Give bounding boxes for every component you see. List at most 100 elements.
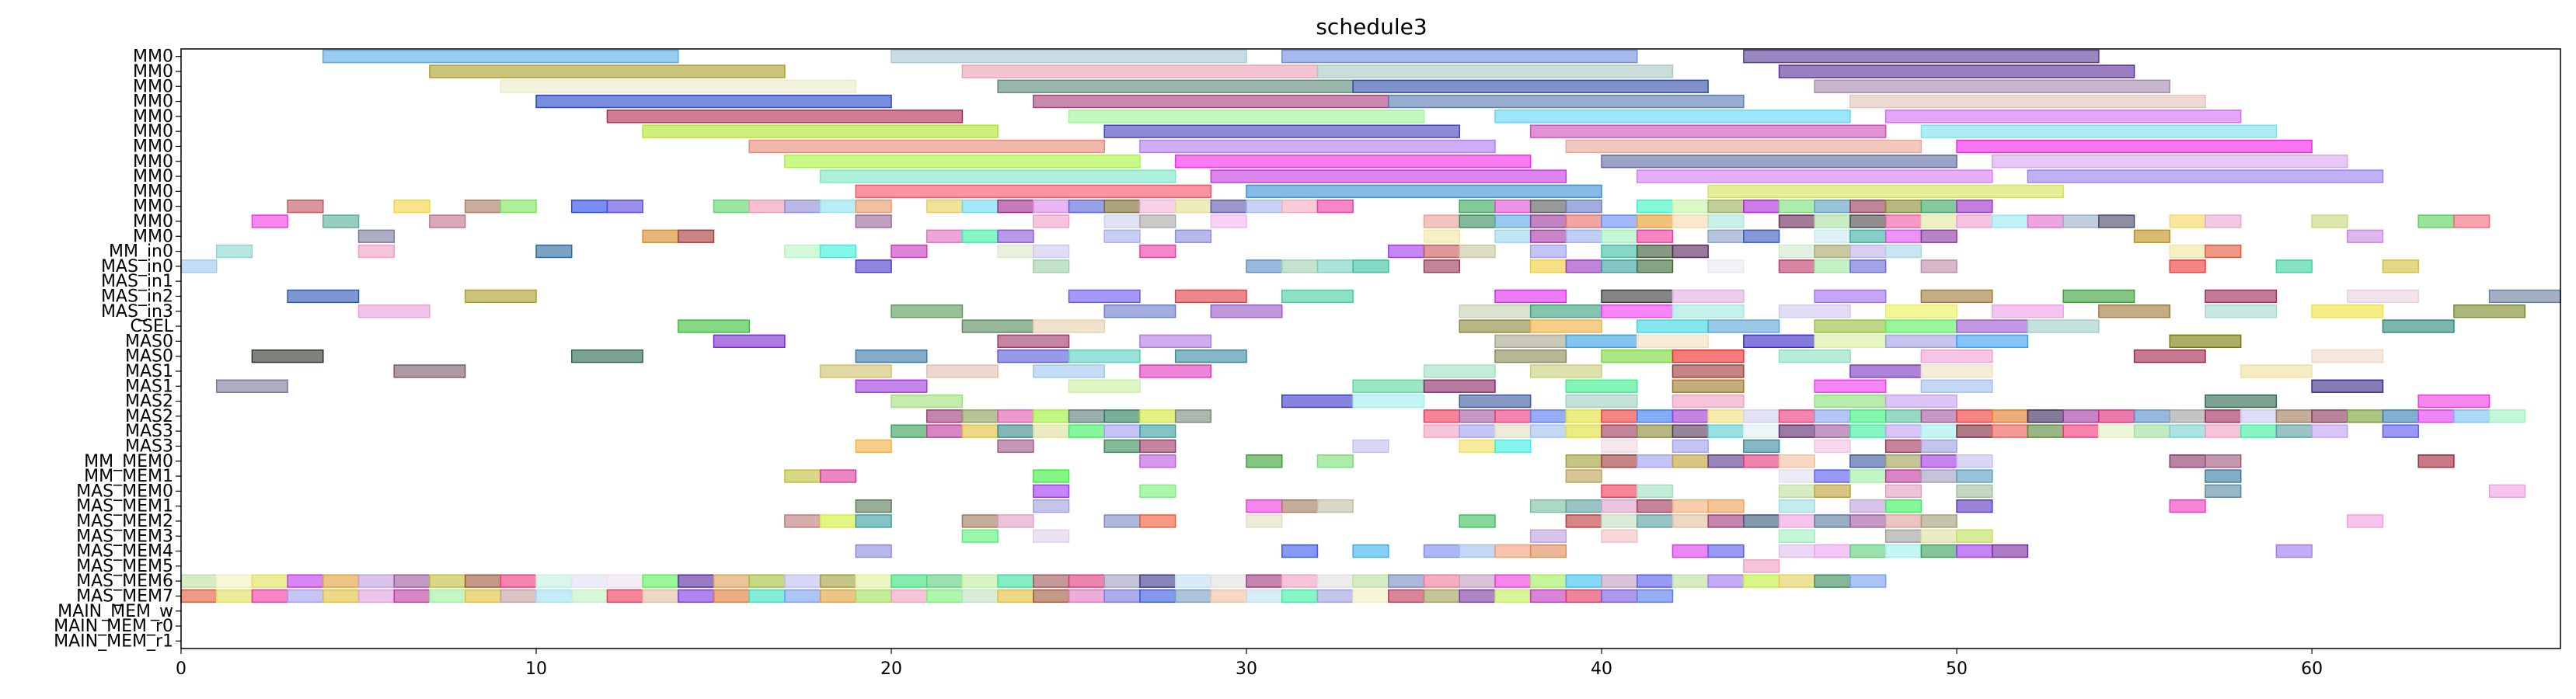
task-bar [1316,589,1354,603]
task-bar [1956,469,1993,483]
task-bar [1814,484,1851,499]
task-bar [997,574,1034,588]
task-bar [1956,139,2313,154]
task-bar [2347,409,2384,423]
task-bar [535,94,892,109]
task-bar [1068,110,1425,123]
task-bar [1778,199,1816,214]
y-tick-label: MAS3 [125,436,173,456]
task-bar [642,124,999,138]
task-bar [1103,409,1141,423]
y-tick-label: MM0 [133,197,173,217]
task-bar [1174,155,1532,169]
bars-layer [180,49,2561,603]
task-bar [2417,214,2455,228]
task-bar [2488,484,2526,499]
task-bar [819,364,892,378]
task-bar [2027,409,2064,423]
task-bar [1068,349,1141,363]
task-bar [1033,214,1070,228]
y-tick-label: MAS_MEM0 [76,482,173,501]
task-bar [1707,259,1745,273]
task-bar [925,409,964,423]
task-bar [2205,469,2242,483]
task-bar [1529,409,1567,423]
task-bar [357,574,395,588]
task-bar [1033,574,1070,588]
task-bar [322,49,679,64]
task-bar [997,409,1034,423]
task-bar [1601,439,1638,454]
task-bar [2240,424,2278,438]
task-bar [1068,589,1105,603]
task-bar [713,334,786,349]
task-bar [925,364,999,378]
task-bar [1637,229,1674,243]
task-bar [180,574,218,588]
task-bar [1316,499,1354,513]
task-bar [1884,199,1922,214]
task-bar [1637,169,1993,183]
task-bar [1459,319,1532,333]
task-bar [1849,514,1887,528]
task-bar [1068,289,1141,304]
task-bar [1814,289,1887,304]
task-bar [961,529,999,543]
task-bar [1281,499,1319,513]
task-bar [287,199,324,214]
task-bar [997,244,1034,259]
task-bar [1992,544,2029,558]
task-bar [357,589,395,603]
task-bar [891,589,928,603]
task-bar [1459,574,1496,588]
task-bar [1246,589,1283,603]
task-bar [1743,439,1780,454]
task-bar [1849,499,1887,513]
task-bar [1103,124,1461,138]
task-bar [500,589,537,603]
task-bar [2205,304,2278,318]
task-bar [1494,574,1532,588]
task-bar [855,439,892,454]
task-bar [1884,484,1922,499]
task-bar [1281,289,1354,304]
task-bar [1529,244,1567,259]
task-bar [2275,424,2313,438]
task-bar [642,589,679,603]
task-bar [1246,184,1602,199]
y-tick-label: MM_in0 [109,242,173,262]
task-bar [855,379,928,393]
task-bar [2205,409,2242,423]
x-tick-label: 0 [176,659,186,679]
task-bar [2062,424,2100,438]
task-bar [1174,574,1212,588]
task-bar [961,574,999,588]
task-bar [2311,214,2348,228]
task-bar [961,589,999,603]
y-tick-label: MM_MEM0 [84,452,173,471]
plot-frame [180,48,2561,649]
task-bar [1068,409,1105,423]
task-bar [500,199,537,214]
task-bar [2098,304,2171,318]
task-bar [2169,409,2206,423]
task-bar [2488,409,2526,423]
task-bar [1778,409,1816,423]
task-bar [1814,574,1851,588]
task-bar [322,214,360,228]
task-bar [1565,589,1602,603]
task-bar [1423,229,1461,243]
task-bar [1529,214,1567,228]
task-bar [997,514,1034,528]
task-bar [1601,259,1638,273]
task-bar [1814,469,1851,483]
task-bar [2453,214,2491,228]
task-bar [1174,349,1247,363]
task-bar [1601,244,1638,259]
task-bar [2382,424,2419,438]
task-bar [1103,589,1141,603]
task-bar [1459,424,1496,438]
task-bar [1103,199,1141,214]
task-bar [1139,484,1176,499]
task-bar [997,79,1354,93]
